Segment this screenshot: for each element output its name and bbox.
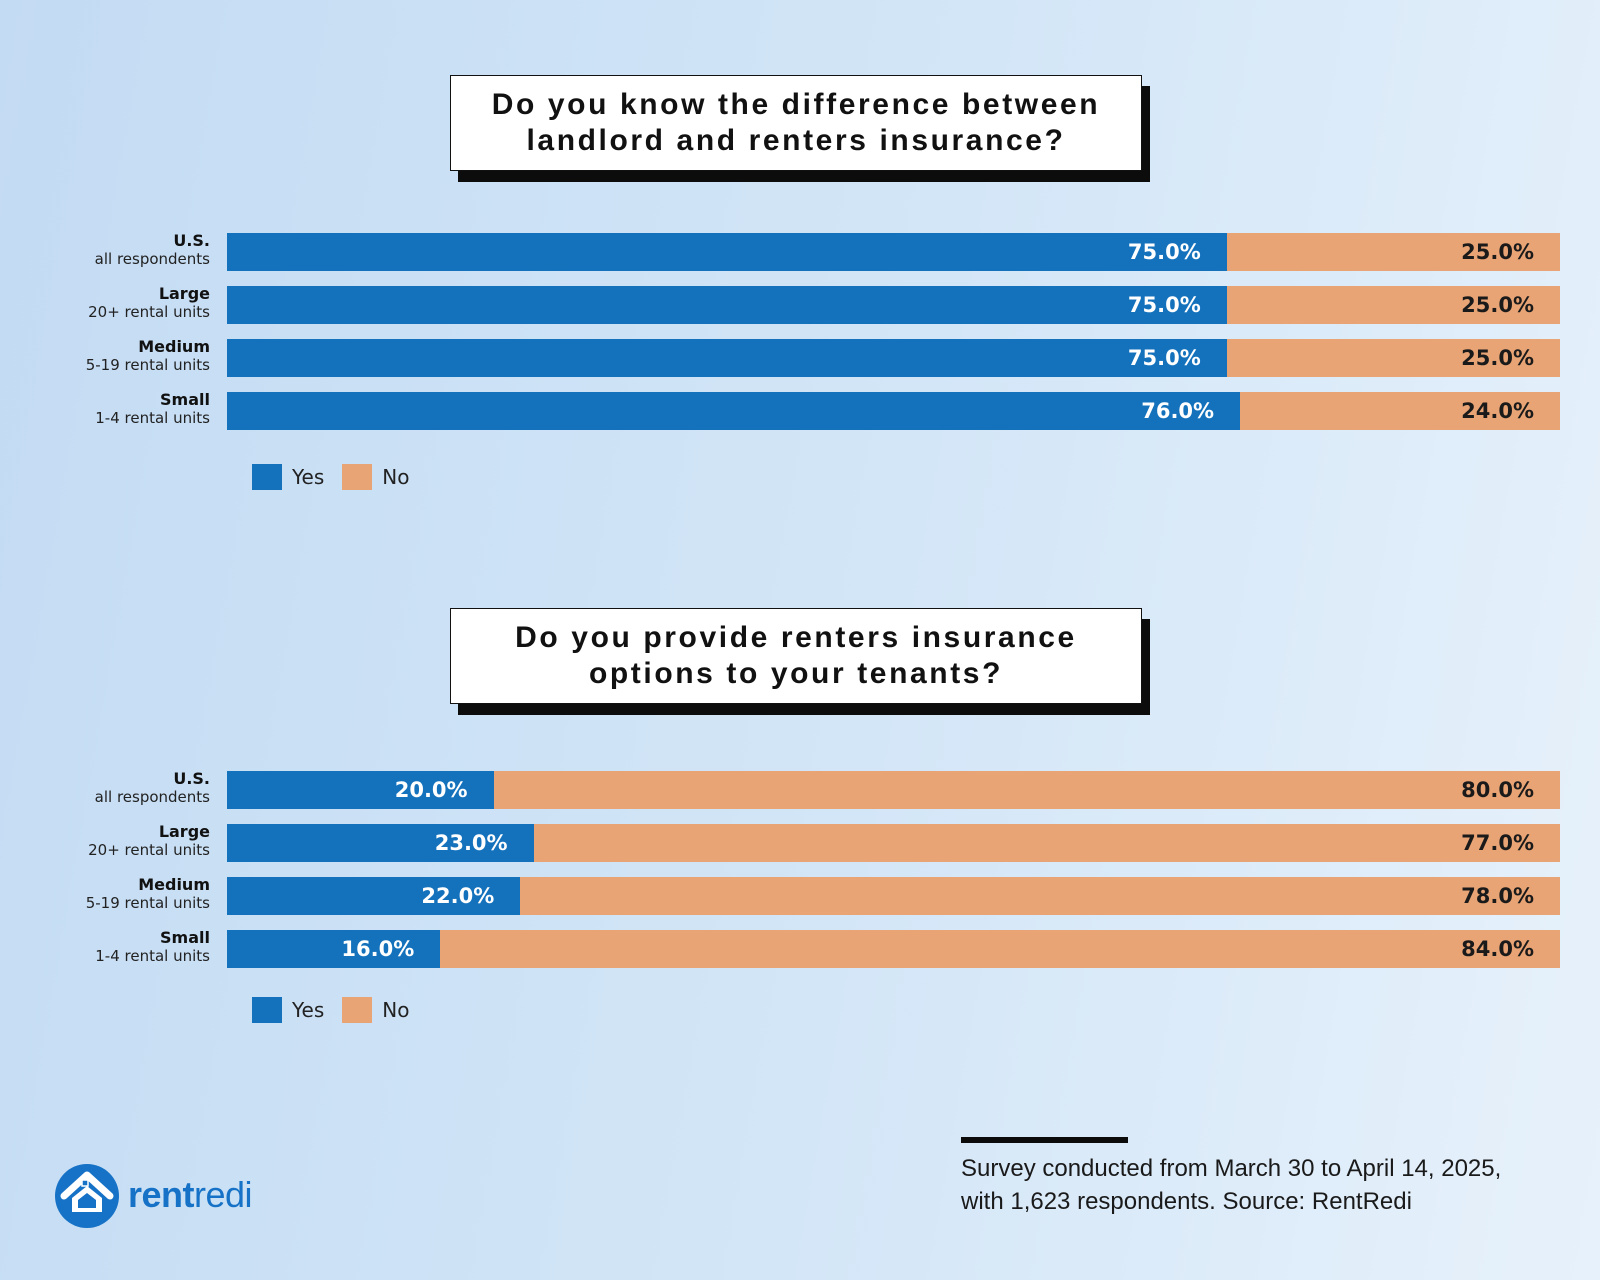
chart-1-title-text: Do you know the difference between landl… — [491, 88, 1101, 157]
category-subtitle: all respondents — [94, 250, 210, 268]
footnote-line-2: with 1,623 respondents. Source: RentRedi — [961, 1188, 1412, 1215]
chart-2-title-text: Do you provide renters insurance options… — [515, 621, 1077, 690]
stacked-bar: 23.0% 77.0% — [227, 824, 1560, 862]
stacked-bar: 75.0% 25.0% — [227, 339, 1560, 377]
category-subtitle: 1-4 rental units — [95, 947, 210, 965]
data-label-yes: 16.0% — [341, 937, 415, 961]
rentredi-logo: rentredi — [52, 1160, 253, 1230]
category-label: U.S. all respondents — [95, 231, 210, 269]
data-label-yes: 23.0% — [434, 831, 508, 855]
chart-1-legend: Yes No — [252, 464, 428, 490]
bar-row: U.S. all respondents 75.0% 25.0% — [0, 231, 1600, 271]
bar-segment-no: 25.0% — [1226, 233, 1560, 271]
stacked-bar: 75.0% 25.0% — [227, 233, 1560, 271]
category-name: Medium — [138, 875, 210, 894]
bar-segment-yes: 22.0% — [227, 877, 521, 915]
legend-swatch-yes — [252, 997, 282, 1023]
category-subtitle: 5-19 rental units — [85, 894, 210, 912]
bar-segment-yes: 75.0% — [227, 339, 1227, 377]
footnote: Survey conducted from March 30 to April … — [961, 1152, 1581, 1218]
bar-segment-no: 77.0% — [533, 824, 1560, 862]
legend-label-no: No — [382, 465, 410, 489]
data-label-no: 25.0% — [1461, 346, 1534, 370]
data-label-yes: 76.0% — [1141, 399, 1215, 423]
data-label-yes: 22.0% — [421, 884, 495, 908]
bar-row: Medium 5-19 rental units 22.0% 78.0% — [0, 875, 1600, 915]
data-label-yes: 20.0% — [394, 778, 468, 802]
legend-swatch-no — [342, 997, 373, 1023]
bar-segment-yes: 20.0% — [227, 771, 494, 809]
data-label-no: 25.0% — [1461, 240, 1534, 264]
category-name: U.S. — [173, 231, 210, 250]
category-subtitle: 20+ rental units — [88, 841, 210, 859]
data-label-no: 77.0% — [1461, 831, 1534, 855]
bar-row: Small 1-4 rental units 16.0% 84.0% — [0, 928, 1600, 968]
category-label: Small 1-4 rental units — [95, 928, 210, 966]
legend-label-no: No — [382, 998, 410, 1022]
category-subtitle: 20+ rental units — [88, 303, 210, 321]
category-label: Large 20+ rental units — [88, 284, 210, 322]
data-label-yes: 75.0% — [1127, 240, 1201, 264]
category-name: Medium — [138, 337, 210, 356]
bar-row: Large 20+ rental units 23.0% 77.0% — [0, 822, 1600, 862]
bar-segment-yes: 16.0% — [227, 930, 441, 968]
chart-2-title: Do you provide renters insurance options… — [450, 608, 1142, 704]
legend-label-yes: Yes — [292, 998, 325, 1022]
data-label-no: 80.0% — [1461, 778, 1534, 802]
stacked-bar: 75.0% 25.0% — [227, 286, 1560, 324]
bar-row: Large 20+ rental units 75.0% 25.0% — [0, 284, 1600, 324]
data-label-no: 25.0% — [1461, 293, 1534, 317]
bar-row: U.S. all respondents 20.0% 80.0% — [0, 769, 1600, 809]
chart-2-legend: Yes No — [252, 997, 428, 1023]
category-name: Small — [160, 928, 210, 947]
stacked-bar: 16.0% 84.0% — [227, 930, 1560, 968]
bar-segment-no: 25.0% — [1226, 286, 1560, 324]
category-label: Small 1-4 rental units — [95, 390, 210, 428]
stacked-bar: 20.0% 80.0% — [227, 771, 1560, 809]
legend-label-yes: Yes — [292, 465, 325, 489]
bar-segment-yes: 75.0% — [227, 286, 1227, 324]
bar-segment-yes: 23.0% — [227, 824, 534, 862]
footnote-rule — [961, 1137, 1128, 1143]
category-subtitle: 5-19 rental units — [85, 356, 210, 374]
category-label: U.S. all respondents — [95, 769, 210, 807]
legend-swatch-yes — [252, 464, 282, 490]
category-label: Medium 5-19 rental units — [86, 337, 210, 375]
category-name: Large — [158, 284, 210, 303]
category-label: Medium 5-19 rental units — [86, 875, 210, 913]
category-name: Large — [158, 822, 210, 841]
bar-segment-yes: 75.0% — [227, 233, 1227, 271]
house-circle-icon — [55, 1164, 119, 1228]
category-name: Small — [160, 390, 210, 409]
category-name: U.S. — [173, 769, 210, 788]
category-label: Large 20+ rental units — [88, 822, 210, 860]
stacked-bar: 22.0% 78.0% — [227, 877, 1560, 915]
stacked-bar: 76.0% 24.0% — [227, 392, 1560, 430]
bar-row: Medium 5-19 rental units 75.0% 25.0% — [0, 337, 1600, 377]
data-label-yes: 75.0% — [1127, 293, 1201, 317]
bar-segment-no: 84.0% — [440, 930, 1560, 968]
category-subtitle: all respondents — [94, 788, 210, 806]
data-label-no: 24.0% — [1461, 399, 1534, 423]
category-subtitle: 1-4 rental units — [95, 409, 210, 427]
bar-segment-no: 24.0% — [1240, 392, 1560, 430]
legend-swatch-no — [342, 464, 373, 490]
logo-wordmark: rentredi — [128, 1174, 253, 1215]
data-label-no: 84.0% — [1461, 937, 1534, 961]
chart-1-title: Do you know the difference between landl… — [450, 75, 1142, 171]
bar-row: Small 1-4 rental units 76.0% 24.0% — [0, 390, 1600, 430]
footnote-line-1: Survey conducted from March 30 to April … — [961, 1155, 1502, 1182]
bar-segment-no: 25.0% — [1226, 339, 1560, 377]
data-label-no: 78.0% — [1461, 884, 1534, 908]
bar-segment-yes: 76.0% — [227, 392, 1241, 430]
bar-segment-no: 80.0% — [493, 771, 1560, 809]
bar-segment-no: 78.0% — [520, 877, 1560, 915]
data-label-yes: 75.0% — [1127, 346, 1201, 370]
